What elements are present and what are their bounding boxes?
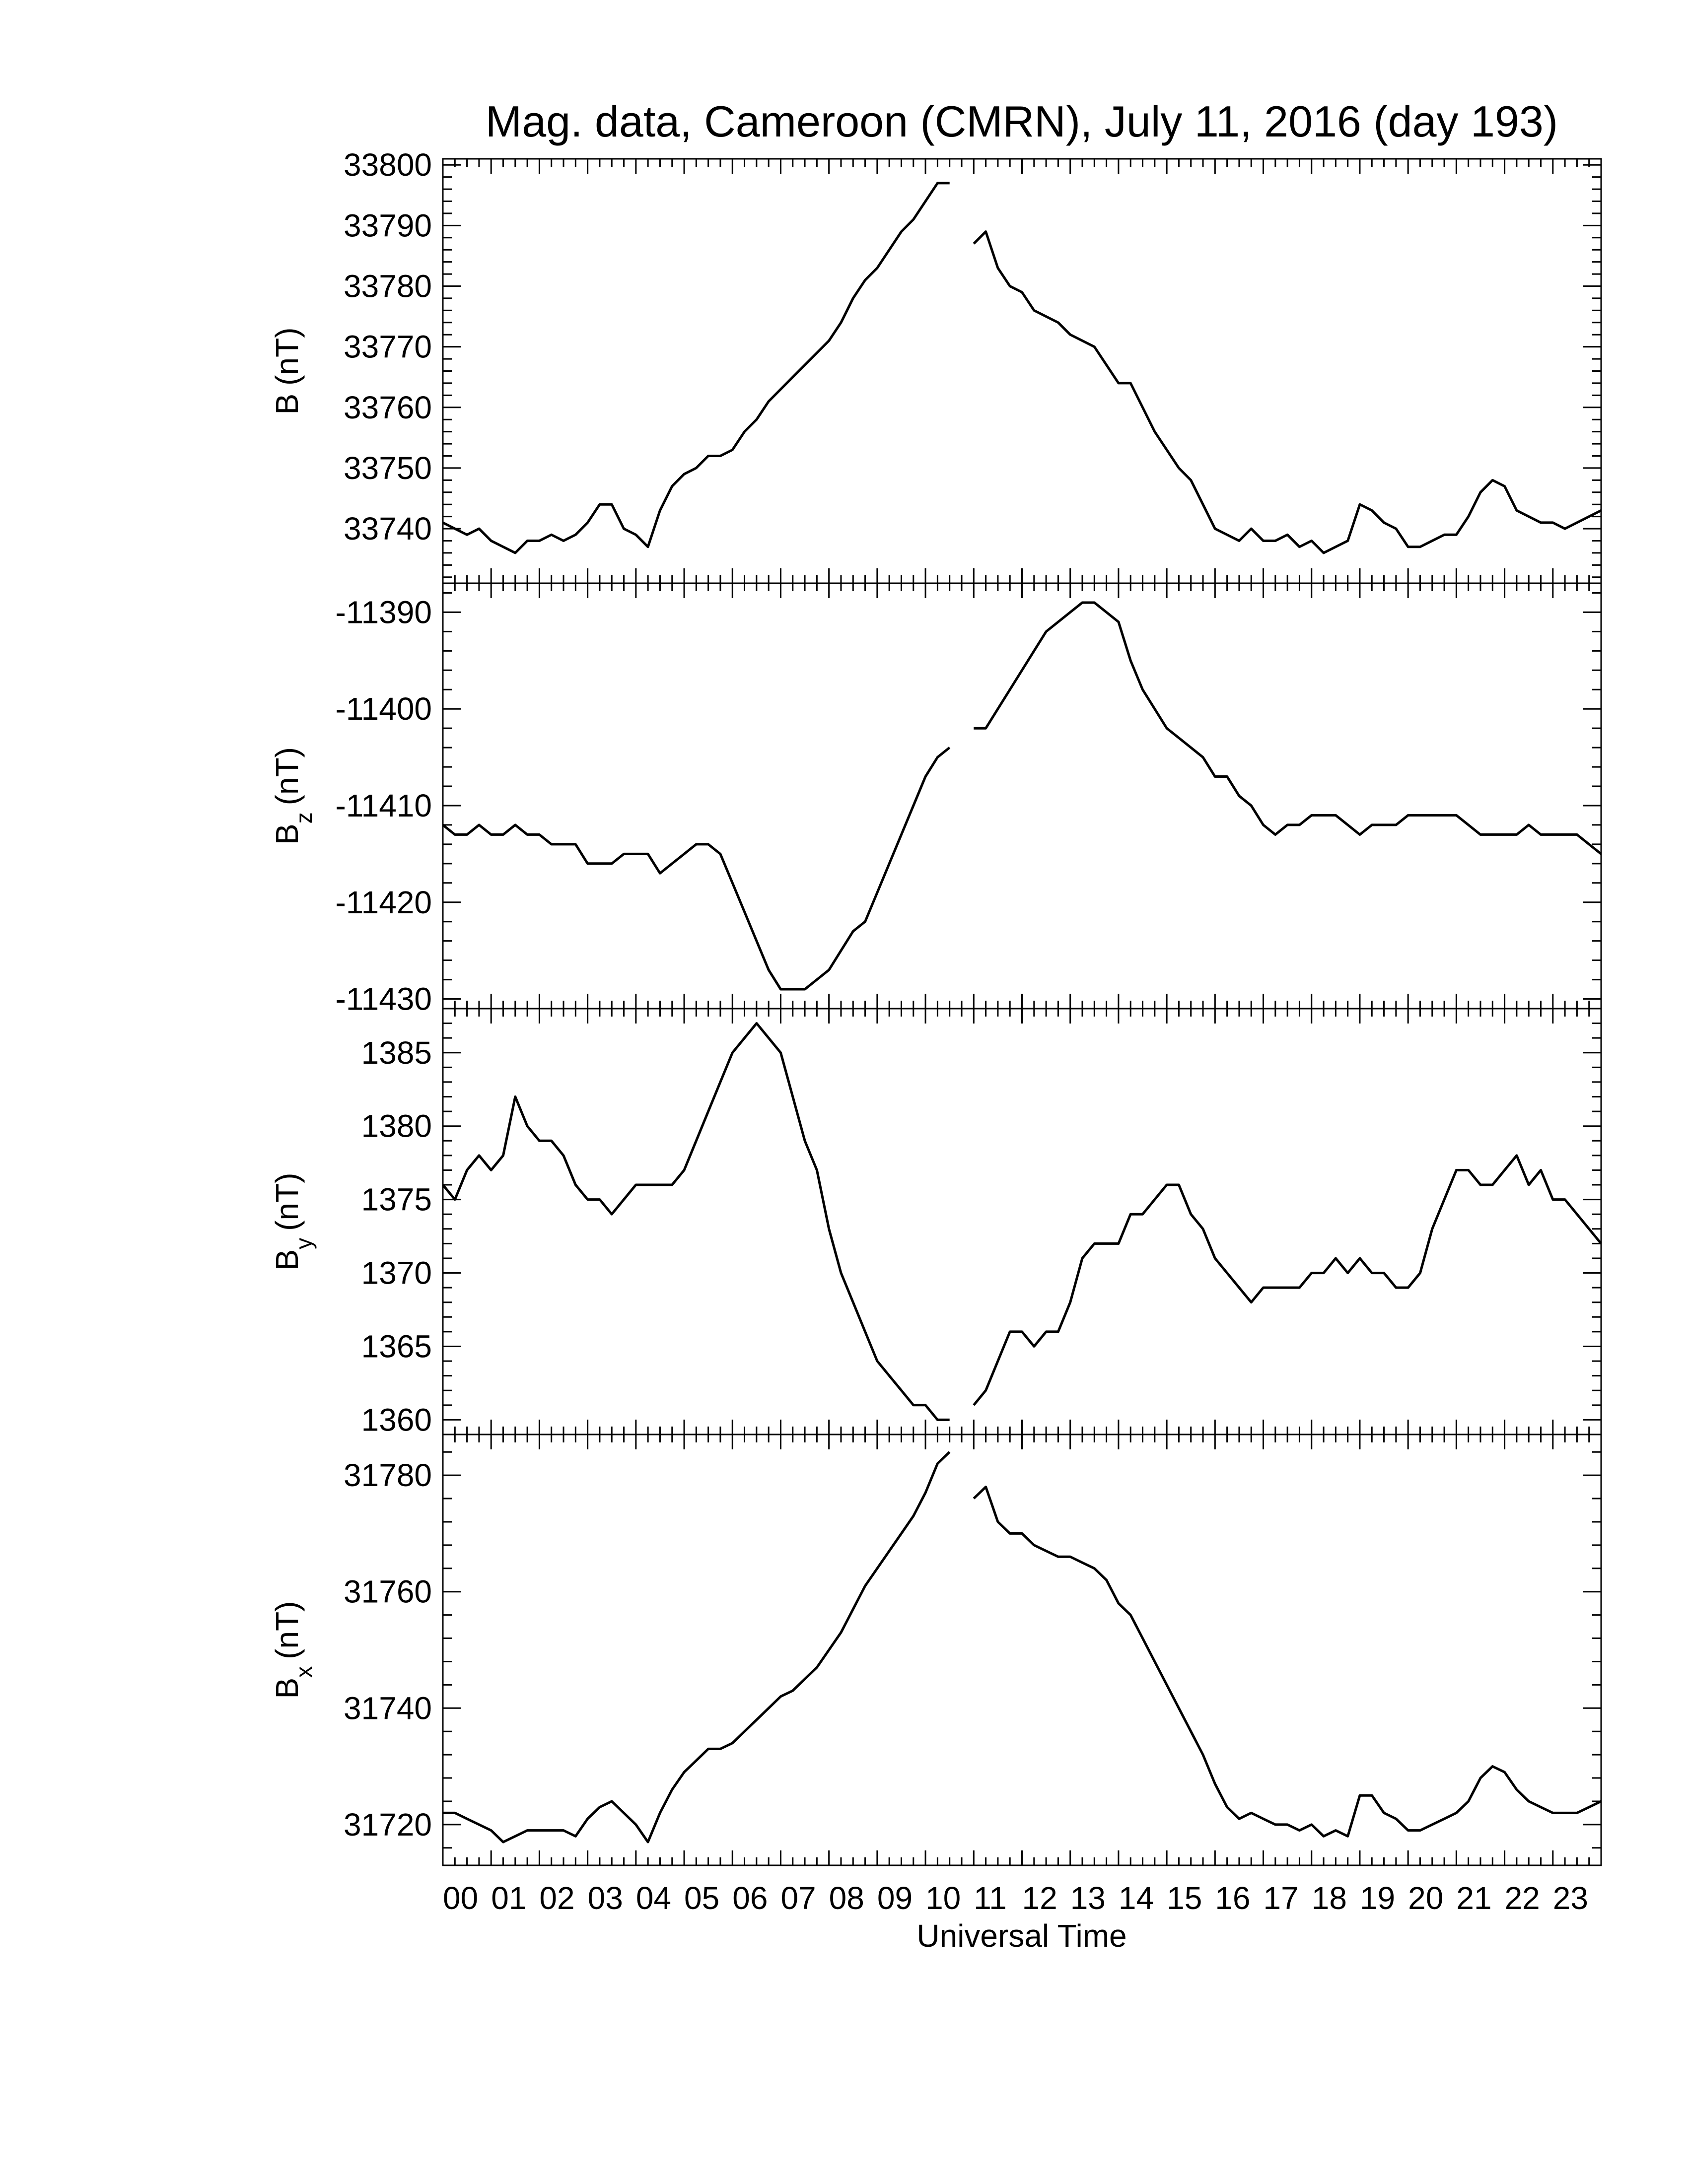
x-tick-label: 01 xyxy=(491,1880,526,1916)
x-axis-title: Universal Time xyxy=(916,1918,1126,1954)
x-axis-labels: 00 01 02 03 04 05 06 07 08 09 10 11 12 13 14 15 16 17 18 19… xyxy=(443,1880,1588,1916)
x-tick-label: 10 xyxy=(925,1880,961,1916)
y-tick-label: 1380 xyxy=(361,1108,432,1144)
y-tick-label: 31760 xyxy=(344,1574,432,1610)
x-tick-label: 09 xyxy=(877,1880,913,1916)
x-tick-label: 23 xyxy=(1553,1880,1588,1916)
chart-title: Mag. data, Cameroon (CMRN), July 11, 201… xyxy=(486,97,1558,146)
y-tick-label: 31720 xyxy=(344,1807,432,1843)
y-axis-label-symbol: B xyxy=(269,1249,305,1271)
y-axis-label-unit: (nT) xyxy=(269,747,305,805)
series-line-panel-4-segment-2 xyxy=(973,1486,1602,1838)
panel-1: 33740 33750 33760 33770 33780 33790 33800 B (nT) xyxy=(269,147,1602,584)
panel-3: 1360 1365 1370 1375 1380 1385 By (nT) xyxy=(269,1008,1602,1437)
y-tick-label: 33760 xyxy=(344,390,432,425)
x-tick-label: 21 xyxy=(1456,1880,1491,1916)
series-line-panel-3-segment-2 xyxy=(973,1154,1602,1406)
x-tick-label: 12 xyxy=(1022,1880,1057,1916)
x-tick-label: 07 xyxy=(780,1880,816,1916)
x-tick-label: 13 xyxy=(1070,1880,1106,1916)
x-tick-label: 22 xyxy=(1505,1880,1540,1916)
panels-group: 33740 33750 33760 33770 33780 33790 33800 B (nT)… xyxy=(269,147,1602,1866)
series-line-panel-2-segment-2 xyxy=(974,601,1602,855)
y-axis-label-subscript: x xyxy=(291,1666,317,1678)
x-tick-label: 02 xyxy=(539,1880,574,1916)
x-tick-label: 11 xyxy=(974,1880,1006,1916)
series-line-panel-1-segment-2 xyxy=(973,230,1602,554)
series-line-panel-4-segment-1 xyxy=(443,1451,951,1843)
y-axis-label-symbol: B xyxy=(269,394,305,415)
y-tick-label: 33750 xyxy=(344,450,432,486)
y-axis-label: Bx (nT) xyxy=(269,1601,317,1699)
y-tick-label: -11420 xyxy=(335,885,432,920)
x-tick-label: 18 xyxy=(1312,1880,1347,1916)
x-tick-label: 14 xyxy=(1119,1880,1154,1916)
y-axis-label-symbol: B xyxy=(269,1678,305,1699)
x-tick-label: 20 xyxy=(1408,1880,1443,1916)
y-axis-label-subscript: z xyxy=(291,812,317,823)
y-tick-label: 31780 xyxy=(344,1457,432,1493)
panel-4: 31720 31740 31760 31780 Bx (nT) xyxy=(269,1433,1602,1866)
y-tick-label: -11390 xyxy=(335,594,432,630)
y-tick-label: 1385 xyxy=(361,1035,432,1071)
y-tick-label: 31740 xyxy=(344,1690,432,1726)
y-tick-label: 1375 xyxy=(361,1182,432,1218)
y-tick-label: -11430 xyxy=(335,981,432,1017)
y-tick-label: -11410 xyxy=(335,788,432,823)
y-tick-label: -11400 xyxy=(335,691,432,727)
y-tick-label: 33740 xyxy=(344,511,432,546)
x-tick-label: 06 xyxy=(732,1880,768,1916)
y-tick-label: 33780 xyxy=(344,269,432,304)
x-tick-label: 08 xyxy=(829,1880,864,1916)
x-tick-label: 16 xyxy=(1215,1880,1250,1916)
y-axis-label: By (nT) xyxy=(269,1173,317,1271)
y-tick-label: 33790 xyxy=(344,207,432,243)
series-line-panel-1-segment-1 xyxy=(442,182,950,554)
series-line-panel-3-segment-1 xyxy=(442,1022,950,1421)
y-axis-label: Bz (nT) xyxy=(269,747,317,845)
y-axis-label-unit: (nT) xyxy=(269,328,305,386)
panel-2: -11390 -11400 -11410 -11420 -11430 Bz (nT) xyxy=(269,582,1602,1017)
series-line-panel-2-segment-1 xyxy=(442,747,951,991)
x-tick-label: 19 xyxy=(1360,1880,1395,1916)
x-tick-label: 17 xyxy=(1264,1880,1299,1916)
y-axis-label: B (nT) xyxy=(269,328,305,415)
x-tick-label: 00 xyxy=(443,1880,478,1916)
y-tick-label: 33770 xyxy=(344,329,432,365)
y-axis-label-symbol: B xyxy=(269,823,305,845)
y-tick-label: 1370 xyxy=(361,1255,432,1291)
y-tick-label: 1365 xyxy=(361,1328,432,1364)
y-axis-label-unit: (nT) xyxy=(269,1173,305,1231)
x-tick-label: 05 xyxy=(684,1880,719,1916)
y-axis-label-unit: (nT) xyxy=(269,1601,305,1659)
y-axis-label-subscript: y xyxy=(291,1238,317,1249)
y-tick-label: 1360 xyxy=(361,1402,432,1437)
x-tick-label: 04 xyxy=(636,1880,671,1916)
x-tick-label: 03 xyxy=(588,1880,623,1916)
x-tick-label: 15 xyxy=(1167,1880,1202,1916)
y-tick-label: 33800 xyxy=(344,147,432,183)
